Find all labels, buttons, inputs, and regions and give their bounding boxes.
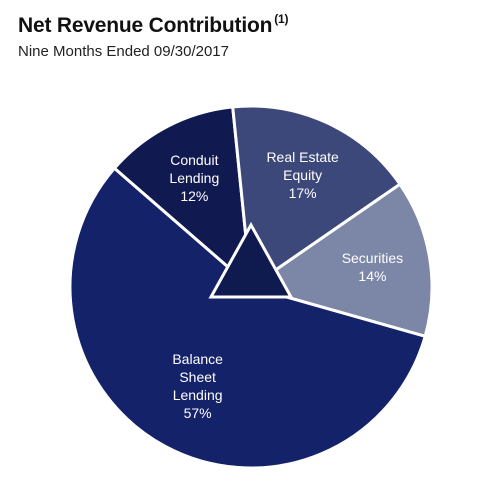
slice-value: 57% [183,404,212,421]
slice-label: Real Estate Equity 17% [253,148,353,202]
slice-name: Conduit Lending [169,151,220,186]
slice-label: Securities 14% [332,249,412,285]
slice-label: Balance Sheet Lending 57% [168,350,228,422]
title-note: (1) [274,12,289,26]
slice-value: 17% [288,185,317,202]
slice-name: Balance Sheet Lending [172,350,223,403]
slice-name: Real Estate Equity [266,149,339,184]
chart-subtitle: Nine Months Ended 09/30/2017 [18,43,229,60]
pie-slice [231,104,402,289]
slice-value: 12% [180,187,209,204]
slice-name: Securities [341,249,404,266]
pie-slice [112,105,253,289]
chart-title: Net Revenue Contribution [18,14,273,37]
pie-slice [68,166,427,470]
slice-value: 14% [358,267,387,284]
center-triangle [208,221,294,299]
slice-label: Conduit Lending 12% [159,151,229,205]
chart-title-block: Net Revenue Contribution (1) [18,12,288,38]
